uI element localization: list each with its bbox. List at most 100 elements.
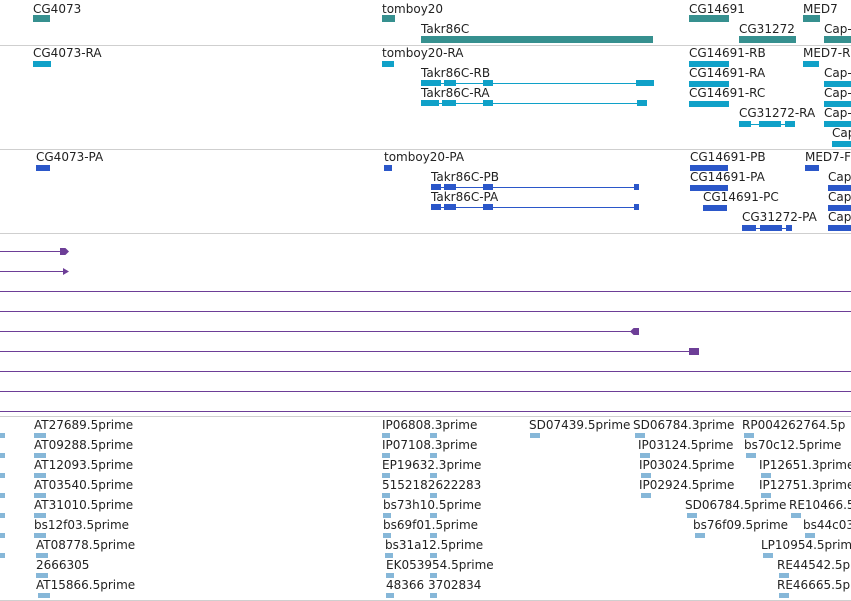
protein-label-cg14691-pc[interactable]: CG14691-PC [703,190,779,204]
transcript-label-cap-3[interactable]: Cap- [824,106,851,120]
est-label[interactable]: bs69f01.5prime [383,518,479,532]
transcript-bar-cap-3[interactable] [824,121,851,127]
est-label[interactable]: bs73h10.5prime [383,498,482,512]
est-label[interactable]: bs44c03 [803,518,851,532]
est-bar[interactable] [0,493,5,498]
est-label[interactable]: RE44542.5p [777,558,851,572]
alignment-line[interactable] [0,391,851,392]
est-label[interactable]: bs31a12.5prime [385,538,484,552]
est-bar[interactable] [34,533,46,538]
est-bar[interactable] [430,593,437,598]
protein-label-cap-1[interactable]: Cap [828,170,851,184]
est-bar[interactable] [530,433,540,438]
protein-bar-tomboy20-pa[interactable] [384,165,392,171]
gene-label-takr86c[interactable]: Takr86C [421,22,470,36]
est-label[interactable]: AT08778.5prime [36,538,136,552]
protein-label-cg14691-pb[interactable]: CG14691-PB [690,150,766,164]
est-label[interactable]: IP02924.5prime [639,478,735,492]
transcript-label-cg14691-rc[interactable]: CG14691-RC [689,86,766,100]
gene-label-cg14691[interactable]: CG14691 [689,2,745,16]
est-bar[interactable] [0,513,5,518]
protein-bar-cap-3[interactable] [828,225,851,231]
protein-label-cg14691-pa[interactable]: CG14691-PA [690,170,765,184]
est-bar[interactable] [761,493,771,498]
protein-bar-cg14691-pc[interactable] [703,205,727,211]
gene-label-tomboy20[interactable]: tomboy20 [382,2,444,16]
est-bar[interactable] [386,593,394,598]
est-bar[interactable] [641,493,651,498]
protein-bar-cap-1[interactable] [828,185,851,191]
est-bar[interactable] [746,453,756,458]
est-bar[interactable] [761,473,771,478]
est-bar[interactable] [779,573,789,578]
est-bar[interactable] [805,533,815,538]
alignment-line[interactable] [0,291,851,292]
transcript-label-cg31272-ra[interactable]: CG31272-RA [739,106,816,120]
protein-label-tomboy20-pa[interactable]: tomboy20-PA [384,150,465,164]
est-label[interactable]: IP03124.5prime [638,438,734,452]
est-bar[interactable] [0,553,5,558]
est-bar[interactable] [744,433,754,438]
gene-bar-cg31272[interactable] [739,36,796,43]
est-bar[interactable] [0,453,5,458]
alignment-line[interactable] [0,331,638,332]
protein-bar-cg14691-pb[interactable] [690,165,728,171]
est-label[interactable]: IP03024.5prime [639,458,735,472]
est-bar[interactable] [382,433,390,438]
transcript-label-cap-4[interactable]: Cap [832,126,851,140]
est-label[interactable]: AT15866.5prime [36,578,136,592]
est-bar[interactable] [430,453,437,458]
est-bar[interactable] [763,553,773,558]
transcript-bar-cap-2[interactable] [824,101,851,107]
transcript-bar-cg14691-ra[interactable] [689,81,729,87]
est-bar[interactable] [382,493,390,498]
est-label[interactable]: bs12f03.5prime [34,518,130,532]
transcript-label-takr86c-ra[interactable]: Takr86C-RA [421,86,490,100]
est-bar[interactable] [38,593,50,598]
gene-bar-cg4073[interactable] [33,15,50,22]
est-bar[interactable] [687,513,697,518]
alignment-line[interactable] [0,371,851,372]
transcript-bar-cap-4[interactable] [832,141,851,147]
est-label[interactable]: IP12751.3prime [759,478,851,492]
transcript-label-takr86c-rb[interactable]: Takr86C-RB [421,66,491,80]
est-bar[interactable] [430,513,437,518]
est-bar[interactable] [383,513,391,518]
est-label[interactable]: bs70c12.5prime [744,438,842,452]
est-bar[interactable] [34,513,46,518]
gene-label-cg4073[interactable]: CG4073 [33,2,82,16]
protein-label-takr86c-pa[interactable]: Takr86C-PA [431,190,499,204]
transcript-label-med7-r[interactable]: MED7-R [803,46,851,60]
protein-line-takr86c-pa[interactable] [431,207,639,208]
transcript-bar-cg14691-rb[interactable] [689,61,729,67]
transcript-line-takr86c-rb[interactable] [421,83,654,84]
gene-bar-tomboy20[interactable] [382,15,395,22]
est-label[interactable]: EK053954.5prime [386,558,494,572]
alignment-line[interactable] [0,351,692,352]
transcript-bar-cap-1[interactable] [824,81,851,87]
gene-label-med7[interactable]: MED7 [803,2,838,16]
transcript-label-cg14691-ra[interactable]: CG14691-RA [689,66,766,80]
transcript-label-cap-2[interactable]: Cap- [824,86,851,100]
protein-label-cap-2[interactable]: Cap [828,190,851,204]
est-bar[interactable] [0,433,5,438]
est-label[interactable]: RE10466.5 [789,498,851,512]
est-bar[interactable] [382,473,390,478]
est-label[interactable]: RP004262764.5p [742,418,846,432]
alignment-line[interactable] [0,311,851,312]
est-label[interactable]: EP19632.3prime [382,458,482,472]
est-bar[interactable] [34,473,46,478]
gene-bar-cg14691[interactable] [689,15,729,22]
est-bar[interactable] [36,553,48,558]
est-label[interactable]: LP10954.5prim [761,538,851,552]
est-label[interactable]: IP06808.3prime [382,418,478,432]
est-label[interactable]: AT09288.5prime [34,438,134,452]
est-bar[interactable] [779,593,789,598]
est-label[interactable]: 48366 3702834 [386,578,482,592]
est-bar[interactable] [695,533,705,538]
transcript-bar-cg4073-ra[interactable] [33,61,51,67]
est-label[interactable]: 2666305 [36,558,90,572]
est-bar[interactable] [383,533,391,538]
alignment-line[interactable] [0,271,66,272]
transcript-label-cg4073-ra[interactable]: CG4073-RA [33,46,102,60]
